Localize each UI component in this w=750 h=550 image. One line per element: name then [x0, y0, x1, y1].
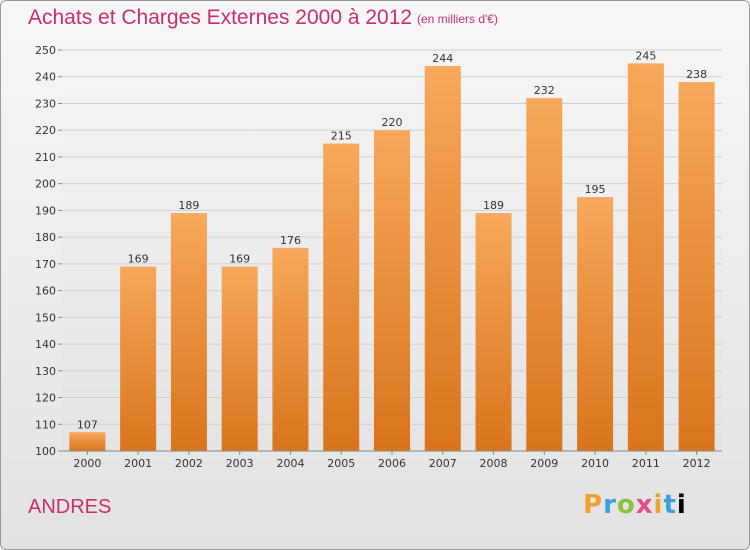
- y-tick-label: 130: [35, 365, 56, 378]
- x-tick-label: 2006: [378, 457, 406, 470]
- y-tick-label: 160: [35, 285, 56, 298]
- value-label: 195: [585, 183, 606, 196]
- bar-2002: [170, 213, 207, 451]
- bar-2010: [577, 197, 614, 451]
- bar-2007: [424, 66, 461, 451]
- value-label: 176: [280, 234, 301, 247]
- x-tick-label: 2005: [327, 457, 355, 470]
- y-tick-label: 210: [35, 151, 56, 164]
- y-tick-label: 120: [35, 392, 56, 405]
- bar-2001: [120, 266, 157, 451]
- y-tick-label: 190: [35, 204, 56, 217]
- value-labels: 107 169 189 169 176 215 220 244 189 232 195 245 238: [77, 49, 707, 431]
- bar-2011: [627, 63, 664, 451]
- value-label: 169: [229, 253, 250, 266]
- y-tick-label: 230: [35, 97, 56, 110]
- y-tick-label: 240: [35, 71, 56, 84]
- value-label: 215: [331, 130, 352, 143]
- x-tick-label: 2007: [429, 457, 457, 470]
- y-tick-label: 140: [35, 338, 56, 351]
- chart-subtitle: (en milliers d'€): [417, 12, 498, 26]
- y-tick-label: 250: [35, 44, 56, 57]
- proxiti-logo: Proxiti: [583, 490, 687, 520]
- value-label: 232: [534, 84, 555, 97]
- value-label: 244: [432, 52, 453, 65]
- x-axis-ticks: 2000 2001 2002 2003 2004 2005 2006 2007 2008 2009…: [73, 451, 711, 470]
- y-tick-label: 220: [35, 124, 56, 137]
- x-tick-label: 2010: [581, 457, 609, 470]
- y-tick-label: 200: [35, 178, 56, 191]
- x-tick-label: 2008: [480, 457, 508, 470]
- value-label: 189: [178, 199, 199, 212]
- value-label: 169: [128, 253, 149, 266]
- x-tick-label: 2009: [530, 457, 558, 470]
- x-tick-label: 2000: [73, 457, 101, 470]
- x-tick-label: 2011: [632, 457, 660, 470]
- y-tick-label: 180: [35, 231, 56, 244]
- bar-2004: [272, 247, 309, 451]
- chart-title: Achats et Charges Externes 2000 à 2012: [28, 6, 413, 29]
- value-label: 189: [483, 199, 504, 212]
- bar-2003: [221, 266, 258, 451]
- value-label: 238: [686, 68, 707, 81]
- y-axis-ticks: 100 110 120 130 140 150 160 170 180 190 200 210 220 2…: [35, 44, 62, 458]
- x-tick-label: 2002: [175, 457, 203, 470]
- bar-2012: [678, 82, 715, 451]
- value-label: 107: [77, 418, 98, 431]
- bar-2006: [374, 130, 410, 451]
- bar-2005: [323, 143, 360, 452]
- commune-name: ANDRES: [28, 496, 112, 518]
- value-label: 220: [382, 116, 403, 129]
- y-tick-label: 150: [35, 311, 56, 324]
- y-tick-label: 100: [35, 445, 56, 458]
- x-tick-label: 2004: [276, 457, 304, 470]
- bar-2009: [526, 98, 563, 452]
- y-tick-label: 110: [35, 418, 56, 431]
- x-tick-label: 2012: [683, 457, 711, 470]
- y-tick-label: 170: [35, 258, 56, 271]
- bar-2000: [69, 432, 106, 451]
- value-label: 245: [635, 49, 656, 62]
- bar-2008: [475, 213, 512, 451]
- x-tick-label: 2001: [124, 457, 152, 470]
- x-tick-label: 2003: [226, 457, 254, 470]
- bars: [69, 63, 715, 452]
